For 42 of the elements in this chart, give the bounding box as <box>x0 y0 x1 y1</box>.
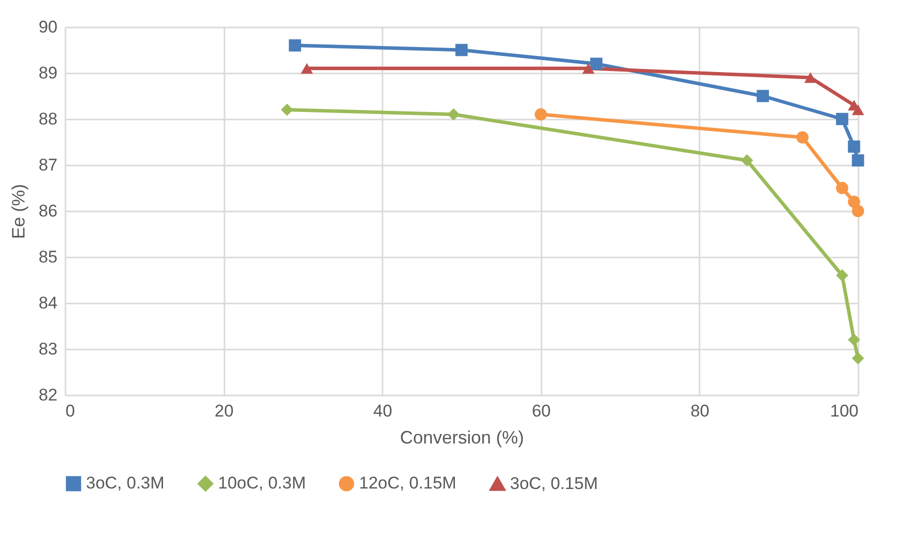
point <box>852 154 864 167</box>
y-tick-label: 85 <box>38 248 58 266</box>
point <box>836 182 848 194</box>
legend-label: 3oC, 0.15M <box>510 474 598 494</box>
x-tick-label: 60 <box>532 402 551 420</box>
point <box>756 90 769 102</box>
point <box>590 58 602 70</box>
y-tick-label: 82 <box>38 386 58 404</box>
point <box>455 44 468 56</box>
y-tick-label: 83 <box>38 340 58 358</box>
point <box>848 140 860 153</box>
point <box>804 72 817 83</box>
legend-label: 3oC, 0.3M <box>86 474 164 493</box>
point <box>582 63 595 74</box>
point <box>852 104 864 116</box>
point <box>848 334 860 346</box>
x-tick-label: 100 <box>830 402 858 420</box>
point <box>848 196 860 208</box>
legend-label: 10oC, 0.3M <box>218 474 306 493</box>
y-tick-label: 86 <box>38 202 58 220</box>
y-tick-label: 84 <box>38 294 58 312</box>
point <box>300 63 313 74</box>
x-tick-label: 0 <box>66 402 75 420</box>
y-tick-label: 89 <box>38 64 58 82</box>
point <box>796 131 809 144</box>
point <box>740 154 754 167</box>
point <box>852 204 864 218</box>
point <box>836 269 848 282</box>
point <box>288 39 302 52</box>
x-tick-label: 20 <box>214 402 234 420</box>
y-tick-label: 90 <box>38 18 58 36</box>
y-tick-label: 88 <box>38 110 58 128</box>
point <box>280 104 294 116</box>
y-tick-label: 87 <box>38 156 58 174</box>
x-tick-label: 80 <box>690 402 710 420</box>
legend-label: 12oC, 0.15M <box>359 474 456 493</box>
point <box>534 108 547 121</box>
x-axis-title: Conversion (%) <box>400 428 524 448</box>
point <box>836 112 848 126</box>
point <box>852 352 864 364</box>
x-tick-label: 40 <box>373 402 392 420</box>
y-axis-title: Ee (%) <box>8 184 29 240</box>
